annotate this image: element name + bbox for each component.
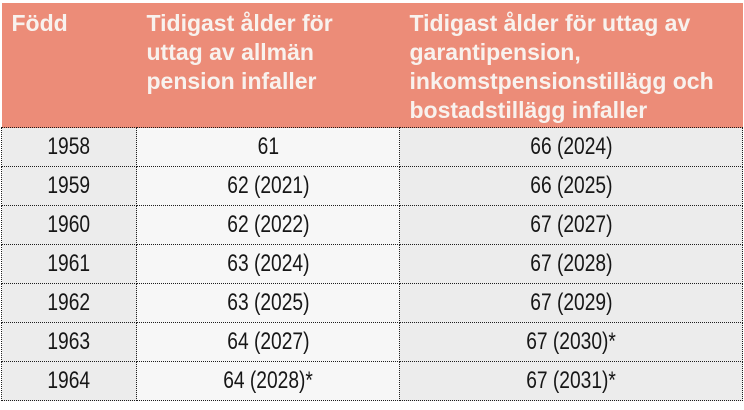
column-header-fodd: Född [1, 3, 137, 128]
table-row: 1960 62 (2022) 67 (2027) [1, 205, 743, 245]
table-row: 1964 64 (2028)* 67 (2031)* [1, 361, 743, 401]
column-header-allman-pension: Tidigast ålder för uttag av allmän pensi… [136, 3, 400, 128]
table-cell-value: 66 (2024) [529, 133, 613, 160]
table-cell: 63 (2025) [136, 283, 400, 323]
table-cell: 1961 [1, 244, 137, 284]
table-cell-value: 1961 [47, 250, 91, 277]
table-cell-value: 67 (2027) [529, 211, 613, 238]
table-cell-value: 1964 [47, 367, 91, 394]
table-cell-value: 63 (2024) [226, 250, 310, 277]
table-row: 1958 61 66 (2024) [1, 127, 743, 167]
pension-age-table-grid: Född Tidigast ålder för uttag av allmän … [1, 3, 743, 401]
table-cell: 63 (2024) [136, 244, 400, 284]
table-cell: 1959 [1, 166, 137, 206]
table-cell-value: 64 (2027) [226, 328, 310, 355]
table-cell-value: 1963 [47, 328, 91, 355]
table-cell: 1964 [1, 361, 137, 401]
table-cell-value: 62 (2022) [226, 211, 310, 238]
table-cell-value: 67 (2028) [529, 250, 613, 277]
table-cell-value: 67 (2030)* [526, 328, 616, 355]
table-cell: 62 (2022) [136, 205, 400, 245]
table-cell: 61 [136, 127, 400, 167]
table-cell: 62 (2021) [136, 166, 400, 206]
table-cell-value: 63 (2025) [226, 289, 310, 316]
table-cell: 1960 [1, 205, 137, 245]
table-row: 1963 64 (2027) 67 (2030)* [1, 322, 743, 362]
table-cell: 1962 [1, 283, 137, 323]
table-cell-value: 66 (2025) [529, 172, 613, 199]
table-cell: 67 (2029) [399, 283, 743, 323]
table-cell: 64 (2028)* [136, 361, 400, 401]
table-row: 1961 63 (2024) 67 (2028) [1, 244, 743, 284]
table-cell-value: 1960 [47, 211, 91, 238]
table-cell-value: 64 (2028)* [223, 367, 313, 394]
table-cell: 66 (2024) [399, 127, 743, 167]
table-cell-value: 67 (2031)* [526, 367, 616, 394]
table-cell-value: 1962 [47, 289, 91, 316]
table-header: Född Tidigast ålder för uttag av allmän … [1, 3, 743, 128]
pension-age-table: Född Tidigast ålder för uttag av allmän … [1, 3, 743, 401]
table-cell: 1958 [1, 127, 137, 167]
table-cell-value: 67 (2029) [529, 289, 613, 316]
table-cell: 67 (2030)* [399, 322, 743, 362]
table-cell: 64 (2027) [136, 322, 400, 362]
column-header-garantipension: Tidigast ålder för uttag av garantipensi… [399, 3, 743, 128]
table-cell: 67 (2028) [399, 244, 743, 284]
table-cell-value: 61 [257, 133, 279, 160]
table-cell: 66 (2025) [399, 166, 743, 206]
table-cell-value: 1959 [47, 172, 91, 199]
table-body: 1958 61 66 (2024) 1959 62 (2021) 66 (2025) 196… [1, 127, 743, 401]
table-row: 1959 62 (2021) 66 (2025) [1, 166, 743, 206]
table-row: 1962 63 (2025) 67 (2029) [1, 283, 743, 323]
table-cell: 67 (2031)* [399, 361, 743, 401]
table-cell-value: 62 (2021) [226, 172, 310, 199]
table-cell: 1963 [1, 322, 137, 362]
table-cell: 67 (2027) [399, 205, 743, 245]
table-cell-value: 1958 [47, 133, 91, 160]
